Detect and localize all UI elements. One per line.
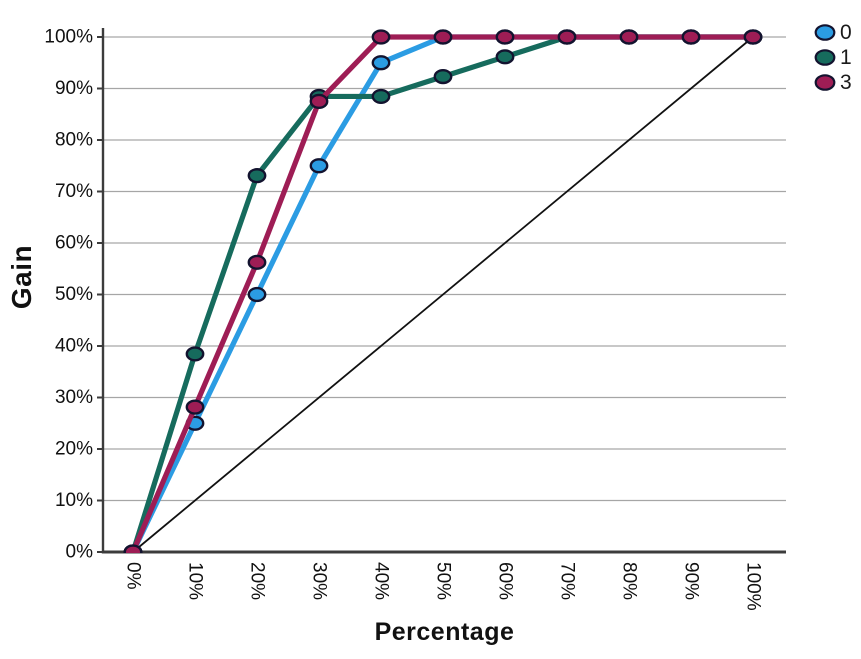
x-axis-title: Percentage [374, 618, 515, 646]
svg-text:80%: 80% [55, 130, 93, 151]
series-1-marker [495, 49, 515, 65]
series-3-marker [743, 29, 763, 45]
x-axis-ticks: 0% 10% 20% 30% 40% 50% 60% 70% 80% 90% 100% [123, 562, 764, 611]
series-3-marker [619, 29, 639, 45]
series-1-swatch-icon [814, 49, 836, 66]
svg-text:0%: 0% [123, 562, 144, 590]
series-1-marker [371, 88, 391, 105]
series-3-marker [309, 93, 329, 109]
legend-item-series-3: 3 [814, 71, 852, 94]
series-0-marker [309, 158, 329, 174]
legend: 0 1 3 [814, 21, 852, 94]
svg-text:20%: 20% [55, 439, 93, 460]
series-3-marker [681, 29, 701, 45]
svg-text:60%: 60% [495, 562, 516, 600]
series-3-marker [433, 29, 453, 45]
svg-text:80%: 80% [619, 562, 640, 600]
axes [101, 28, 786, 554]
svg-text:100%: 100% [743, 562, 764, 611]
series-1-marker [433, 69, 453, 85]
legend-item-series-0: 0 [814, 21, 852, 44]
legend-label-0: 0 [840, 21, 852, 44]
series-0-marker [247, 286, 267, 303]
svg-text:40%: 40% [371, 562, 392, 600]
series-1-marker [185, 346, 205, 362]
svg-text:0%: 0% [66, 542, 94, 563]
series-3-marker [247, 254, 267, 270]
svg-text:60%: 60% [55, 233, 93, 254]
svg-text:90%: 90% [681, 562, 702, 600]
svg-text:10%: 10% [55, 490, 93, 511]
svg-text:30%: 30% [309, 562, 330, 600]
gridlines [103, 36, 786, 502]
series-3-marker [185, 399, 205, 415]
svg-text:100%: 100% [44, 27, 93, 48]
svg-text:50%: 50% [433, 562, 454, 600]
y-axis-title: Gain [6, 244, 37, 310]
svg-text:70%: 70% [557, 562, 578, 600]
series-1-marker [247, 168, 267, 184]
y-axis-ticks: 0% 10% 20% 30% 40% 50% 60% 70% 80% 90% 100% [44, 27, 103, 563]
svg-text:50%: 50% [55, 284, 93, 305]
svg-text:90%: 90% [55, 78, 93, 99]
series-3-marker [123, 544, 143, 553]
series-3-marker [495, 29, 515, 45]
series-3-swatch-icon [814, 74, 836, 91]
series-0-swatch-icon [814, 24, 836, 41]
svg-text:10%: 10% [185, 562, 206, 600]
svg-text:30%: 30% [55, 387, 93, 408]
svg-text:70%: 70% [55, 181, 93, 202]
legend-label-3: 3 [840, 71, 852, 94]
series-0-marker [371, 55, 391, 71]
reference-diagonal [132, 36, 754, 553]
series-3-marker [557, 29, 577, 45]
legend-item-series-1: 1 [814, 46, 852, 69]
legend-label-1: 1 [840, 46, 852, 69]
series-3 [123, 29, 763, 553]
svg-text:20%: 20% [247, 562, 268, 600]
svg-text:40%: 40% [55, 336, 93, 357]
series-3-marker [371, 29, 391, 45]
